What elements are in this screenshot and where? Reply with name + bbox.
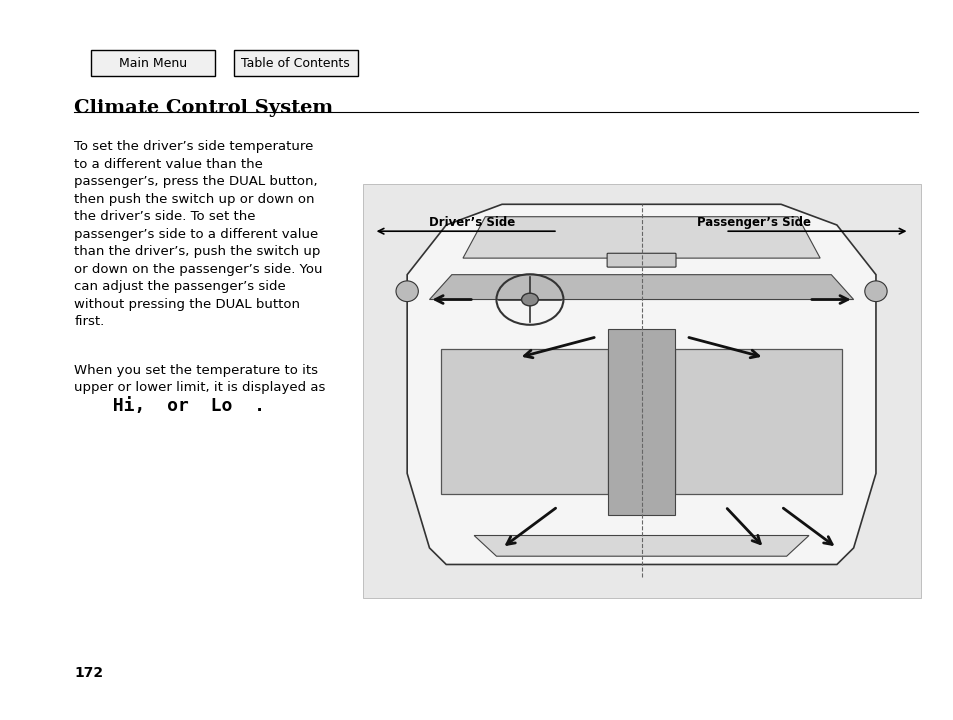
Circle shape xyxy=(521,293,537,306)
FancyBboxPatch shape xyxy=(91,50,214,76)
Text: Table of Contents: Table of Contents xyxy=(241,56,350,70)
Polygon shape xyxy=(440,349,607,494)
Polygon shape xyxy=(462,217,820,258)
Ellipse shape xyxy=(395,281,417,302)
Text: Hi,  or  Lo  .: Hi, or Lo . xyxy=(91,397,264,415)
FancyBboxPatch shape xyxy=(233,50,357,76)
Polygon shape xyxy=(407,204,875,564)
Text: To set the driver’s side temperature
to a different value than the
passenger’s, : To set the driver’s side temperature to … xyxy=(74,140,322,328)
Polygon shape xyxy=(474,536,808,556)
Text: When you set the temperature to its
upper or lower limit, it is displayed as: When you set the temperature to its uppe… xyxy=(74,364,325,394)
Text: Driver’s Side: Driver’s Side xyxy=(429,216,516,229)
FancyBboxPatch shape xyxy=(606,253,676,267)
Polygon shape xyxy=(675,349,841,494)
Text: Main Menu: Main Menu xyxy=(118,56,187,70)
Polygon shape xyxy=(429,275,853,300)
Text: Climate Control System: Climate Control System xyxy=(74,99,334,117)
Text: Passenger’s Side: Passenger’s Side xyxy=(697,216,810,229)
Ellipse shape xyxy=(863,281,886,302)
Polygon shape xyxy=(607,328,675,515)
FancyBboxPatch shape xyxy=(362,184,920,598)
Text: 172: 172 xyxy=(74,667,104,680)
